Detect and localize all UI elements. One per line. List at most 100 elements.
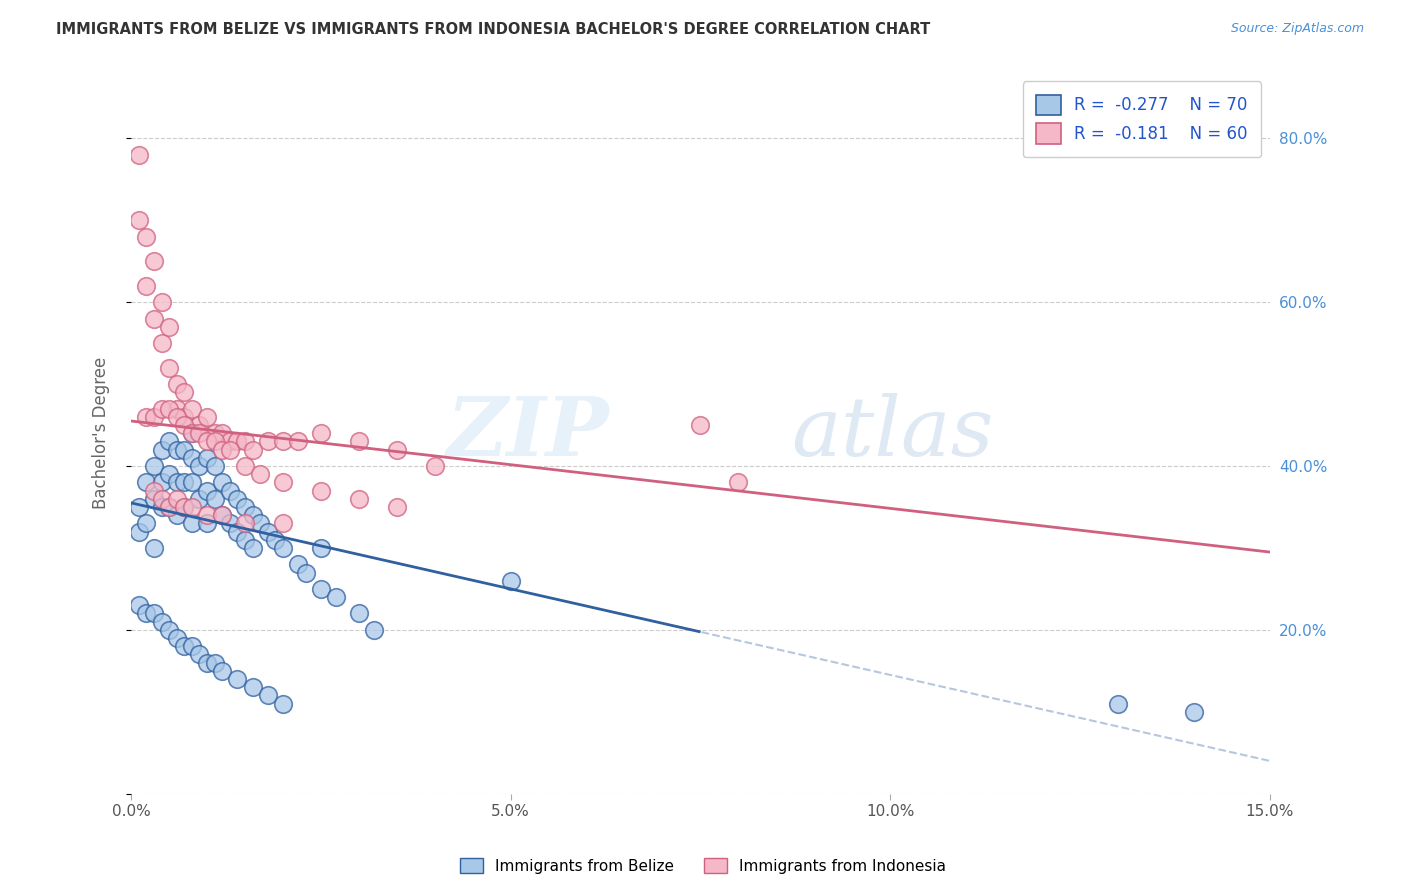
Point	[166, 377, 188, 392]
Point	[180, 475, 202, 490]
Point	[142, 541, 165, 555]
Y-axis label: Bachelor's Degree: Bachelor's Degree	[93, 357, 110, 509]
Point	[173, 385, 195, 400]
Point	[423, 458, 446, 473]
Point	[242, 442, 264, 457]
Point	[233, 434, 256, 449]
Point	[150, 336, 173, 351]
Point	[204, 491, 226, 506]
Point	[142, 607, 165, 621]
Point	[195, 450, 218, 465]
Point	[287, 558, 309, 572]
Point	[180, 401, 202, 416]
Point	[226, 524, 249, 539]
Point	[166, 401, 188, 416]
Point	[173, 442, 195, 457]
Point	[180, 426, 202, 441]
Point	[128, 524, 150, 539]
Point	[347, 607, 370, 621]
Point	[271, 516, 294, 531]
Point	[211, 426, 233, 441]
Point	[150, 295, 173, 310]
Text: atlas: atlas	[792, 393, 994, 474]
Point	[385, 442, 408, 457]
Point	[271, 541, 294, 555]
Point	[309, 426, 332, 441]
Point	[135, 409, 157, 424]
Legend: Immigrants from Belize, Immigrants from Indonesia: Immigrants from Belize, Immigrants from …	[454, 852, 952, 880]
Point	[211, 508, 233, 523]
Point	[249, 516, 271, 531]
Point	[188, 418, 211, 433]
Point	[727, 475, 749, 490]
Point	[128, 500, 150, 514]
Point	[233, 500, 256, 514]
Point	[211, 442, 233, 457]
Point	[204, 434, 226, 449]
Point	[242, 541, 264, 555]
Point	[195, 656, 218, 670]
Point	[135, 279, 157, 293]
Point	[128, 213, 150, 227]
Point	[173, 409, 195, 424]
Point	[128, 148, 150, 162]
Point	[294, 566, 316, 580]
Point	[195, 434, 218, 449]
Point	[689, 418, 711, 433]
Point	[242, 680, 264, 694]
Text: ZIP: ZIP	[447, 393, 609, 474]
Point	[157, 319, 180, 334]
Point	[204, 656, 226, 670]
Point	[135, 607, 157, 621]
Point	[226, 491, 249, 506]
Point	[385, 500, 408, 514]
Point	[218, 434, 240, 449]
Point	[287, 434, 309, 449]
Point	[173, 500, 195, 514]
Point	[157, 467, 180, 482]
Point	[325, 590, 347, 604]
Point	[157, 360, 180, 375]
Point	[256, 689, 278, 703]
Point	[218, 442, 240, 457]
Point	[166, 409, 188, 424]
Point	[309, 541, 332, 555]
Point	[142, 491, 165, 506]
Point	[226, 672, 249, 686]
Point	[180, 639, 202, 653]
Text: Source: ZipAtlas.com: Source: ZipAtlas.com	[1230, 22, 1364, 36]
Point	[166, 491, 188, 506]
Point	[233, 533, 256, 547]
Point	[204, 458, 226, 473]
Point	[195, 409, 218, 424]
Point	[142, 311, 165, 326]
Point	[211, 475, 233, 490]
Point	[142, 409, 165, 424]
Point	[150, 475, 173, 490]
Point	[157, 500, 180, 514]
Point	[180, 516, 202, 531]
Point	[233, 516, 256, 531]
Point	[499, 574, 522, 588]
Point	[142, 483, 165, 498]
Point	[347, 434, 370, 449]
Point	[204, 426, 226, 441]
Point	[150, 442, 173, 457]
Point	[150, 615, 173, 629]
Point	[211, 664, 233, 678]
Point	[233, 458, 256, 473]
Point	[1182, 705, 1205, 719]
Point	[264, 533, 287, 547]
Point	[135, 475, 157, 490]
Point	[142, 254, 165, 268]
Point	[271, 475, 294, 490]
Point	[363, 623, 385, 637]
Point	[256, 524, 278, 539]
Point	[157, 500, 180, 514]
Point	[166, 475, 188, 490]
Point	[195, 516, 218, 531]
Point	[226, 434, 249, 449]
Point	[173, 500, 195, 514]
Point	[249, 467, 271, 482]
Point	[1107, 697, 1129, 711]
